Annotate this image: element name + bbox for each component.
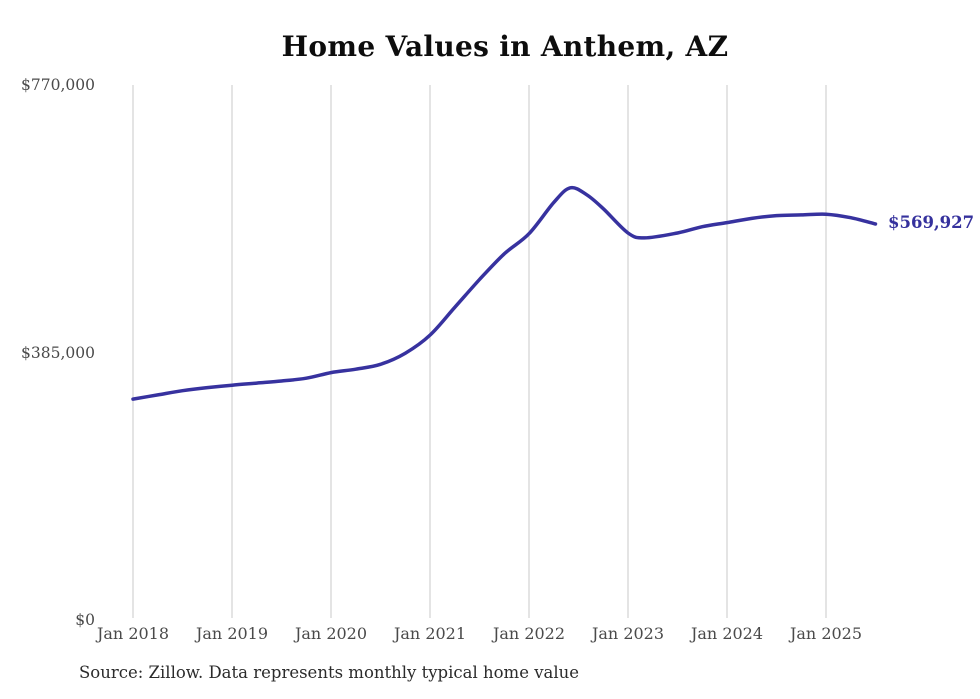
home-value-line (131, 185, 878, 401)
x-axis-label: Jan 2023 (591, 624, 665, 643)
x-axis-label: Jan 2024 (690, 624, 764, 643)
y-axis-label: $0 (75, 611, 95, 629)
x-axis-label: Jan 2018 (96, 624, 170, 643)
current-value-label: $569,927 (888, 213, 975, 232)
x-axis-label: Jan 2020 (294, 624, 368, 643)
x-axis-label: Jan 2022 (492, 624, 566, 643)
source-note: Source: Zillow. Data represents monthly … (79, 663, 580, 682)
x-axis-label: Jan 2025 (789, 624, 863, 643)
x-axis-label: Jan 2019 (195, 624, 269, 643)
y-axis-label: $385,000 (21, 343, 95, 362)
x-axis-label: Jan 2021 (393, 624, 467, 643)
chart-title: Home Values in Anthem, AZ (281, 30, 729, 63)
y-axis-label: $770,000 (21, 76, 95, 94)
